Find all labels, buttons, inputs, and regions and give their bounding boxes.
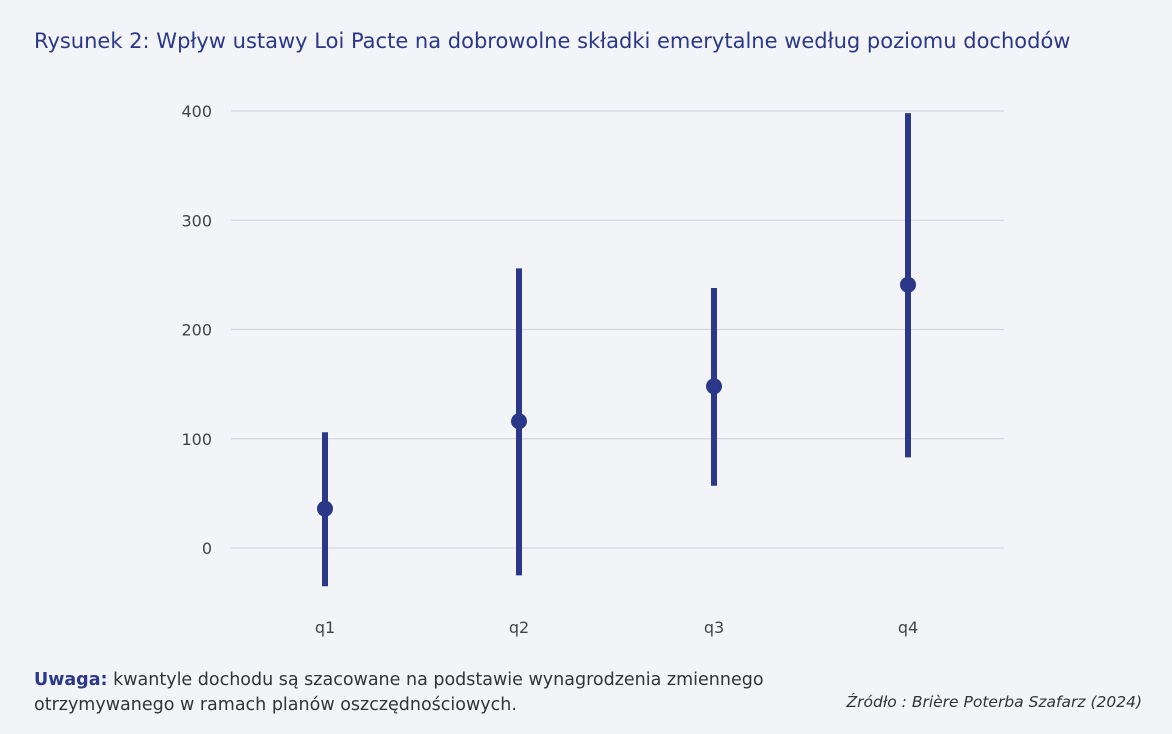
- data-points: [317, 276, 916, 517]
- y-tick-label: 300: [181, 211, 212, 230]
- y-axis-ticks: 0 100 200 300 400: [181, 102, 212, 558]
- chart-title: Rysunek 2: Wpływ ustawy Loi Pacte na dob…: [34, 29, 1071, 53]
- x-tick-label: q3: [704, 618, 724, 637]
- error-bars: [322, 113, 911, 587]
- x-tick-label: q4: [898, 618, 918, 637]
- y-tick-label: 200: [181, 321, 212, 340]
- data-point-q3: [706, 378, 722, 395]
- data-point-q4: [900, 276, 916, 293]
- x-tick-label: q1: [315, 618, 335, 637]
- y-tick-label: 100: [181, 430, 212, 449]
- source-text: Źródło : Brière Poterba Szafarz (2024): [846, 693, 1143, 711]
- x-tick-label: q2: [509, 618, 529, 637]
- note-text: kwantyle dochodu są szacowane na podstaw…: [34, 670, 764, 715]
- grid-lines: [231, 110, 1004, 549]
- y-tick-label: 400: [181, 102, 212, 121]
- note-label: Uwaga:: [34, 670, 108, 690]
- note: Uwaga: kwantyle dochodu są szacowane na …: [34, 668, 814, 718]
- data-point-q2: [511, 413, 527, 430]
- data-point-q1: [317, 500, 333, 517]
- x-axis-ticks: q1 q2 q3 q4: [315, 618, 918, 637]
- y-tick-label: 0: [202, 539, 212, 558]
